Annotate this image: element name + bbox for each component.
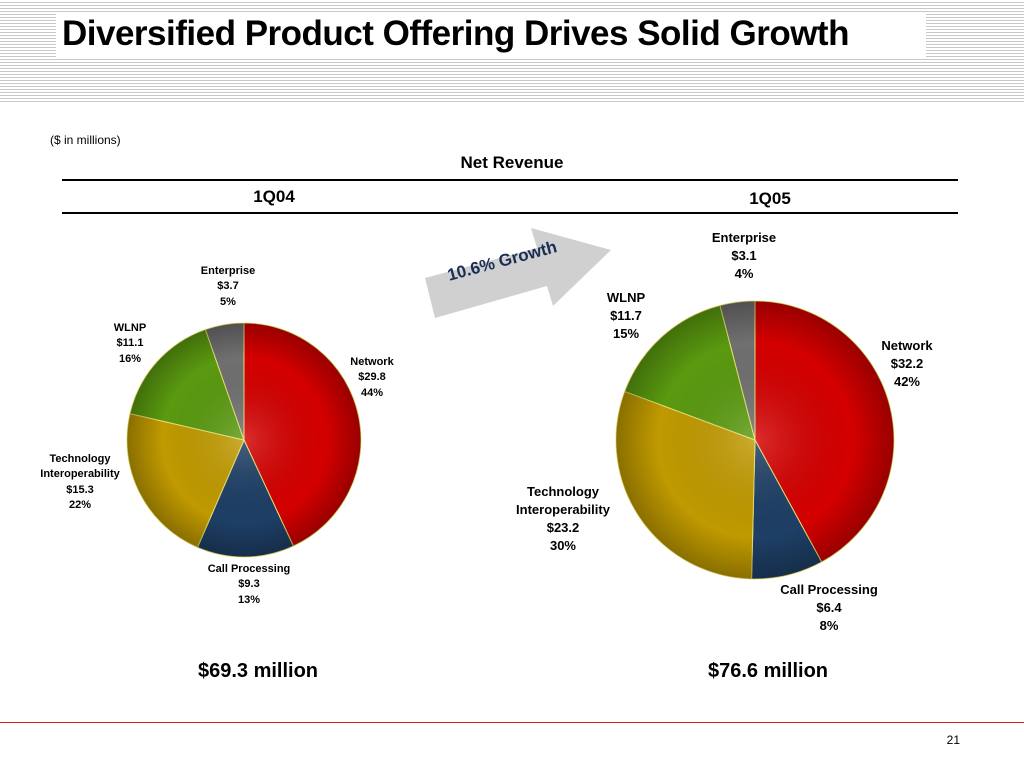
label-1q04-wlnp: WLNP $11.1 16% bbox=[113, 322, 147, 365]
label-1q05-call-processing: Call Processing $6.4 8% bbox=[780, 582, 878, 633]
total-1q05: $76.6 million bbox=[707, 660, 829, 682]
pie-1q04 bbox=[126, 322, 362, 558]
label-1q05-network: Network $32.2 42% bbox=[881, 338, 933, 389]
label-1q04-technology: Technology Interoperability $15.3 22% bbox=[40, 453, 120, 512]
period-1q04: 1Q04 bbox=[253, 187, 295, 206]
label-1q05-enterprise: Enterprise $3.1 4% bbox=[711, 230, 777, 281]
chart-title: Net Revenue bbox=[460, 153, 564, 172]
bottom-rule bbox=[62, 212, 958, 214]
total-1q04: $69.3 million bbox=[197, 660, 319, 682]
footer-line bbox=[0, 722, 1024, 723]
top-rule bbox=[62, 179, 958, 181]
units-note: ($ in millions) bbox=[50, 133, 121, 147]
label-1q04-enterprise: Enterprise $3.7 5% bbox=[200, 265, 256, 308]
growth-arrow-icon bbox=[425, 228, 611, 318]
slide-title: Diversified Product Offering Drives Soli… bbox=[62, 14, 849, 53]
pie-shading bbox=[127, 323, 361, 557]
pie-1q05 bbox=[615, 300, 895, 580]
title-background bbox=[56, 12, 926, 58]
period-1q05: 1Q05 bbox=[749, 189, 791, 208]
label-1q04-network: Network $29.8 44% bbox=[350, 356, 394, 399]
pie-shading bbox=[616, 301, 894, 579]
label-1q04-call-processing: Call Processing $9.3 13% bbox=[207, 563, 291, 606]
label-1q05-technology: Technology Interoperability $23.2 30% bbox=[516, 484, 610, 553]
label-1q05-wlnp: WLNP $11.7 15% bbox=[606, 290, 646, 341]
page-number: 21 bbox=[946, 733, 960, 747]
